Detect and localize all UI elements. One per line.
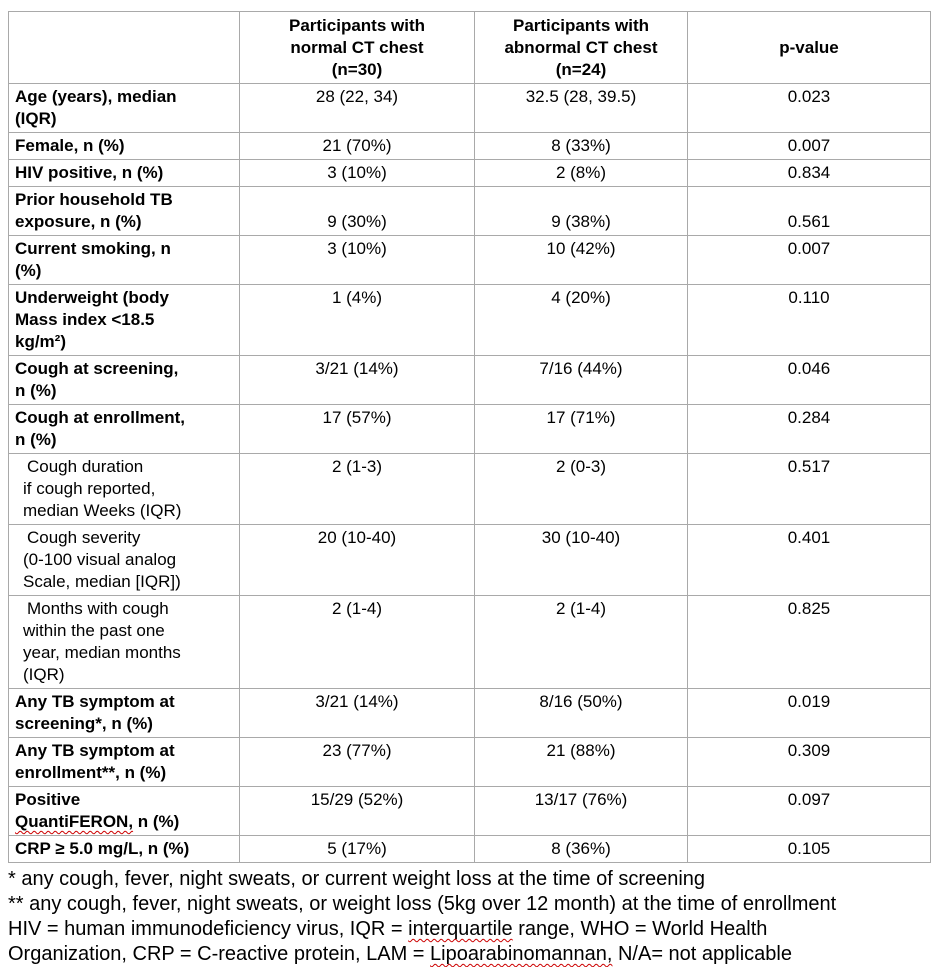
text-segment: Positive [15, 790, 81, 809]
table-row-cough-severity: Cough severity (0-100 visual analog Scal… [8, 524, 931, 596]
spellcheck-flagged-text: interquartile [408, 918, 513, 940]
p-value-cell: 0.110 [687, 284, 931, 356]
footnote-abbreviations: HIV = human immunodeficiency virus, IQR … [8, 917, 943, 967]
value-abnormal-ct: 8 (36%) [474, 835, 688, 863]
value-abnormal-ct: 10 (42%) [474, 235, 688, 285]
footnote-screening: * any cough, fever, night sweats, or cur… [8, 868, 706, 890]
value-normal-ct: 1 (4%) [239, 284, 475, 356]
p-value-cell: 0.401 [687, 524, 931, 596]
row-label: Cough duration if cough reported, median… [8, 453, 240, 525]
value-normal-ct: 2 (1-3) [239, 453, 475, 525]
table-row-current-smoking: Current smoking, n (%) 3 (10%) 10 (42%) … [8, 235, 931, 285]
table-row-prior-tb-exposure: Prior household TB exposure, n (%) 9 (30… [8, 186, 931, 236]
value-normal-ct: 3/21 (14%) [239, 355, 475, 405]
p-value-cell: 0.007 [687, 132, 931, 160]
value-abnormal-ct: 9 (38%) [474, 186, 688, 236]
value-normal-ct: 17 (57%) [239, 404, 475, 454]
value-normal-ct: 20 (10-40) [239, 524, 475, 596]
table-row-underweight: Underweight (body Mass index <18.5 kg/m²… [8, 284, 931, 356]
text-segment: HIV = human immunodeficiency virus, IQR … [8, 918, 409, 940]
table-row-tb-symptom-enrollment: Any TB symptom at enrollment**, n (%) 23… [8, 737, 931, 787]
row-label: CRP ≥ 5.0 mg/L, n (%) [8, 835, 240, 863]
value-normal-ct: 23 (77%) [239, 737, 475, 787]
row-label: Cough severity (0-100 visual analog Scal… [8, 524, 240, 596]
row-label: Cough at enrollment, n (%) [8, 404, 240, 454]
row-label: Positive QuantiFERON, n (%) [8, 786, 240, 836]
table-row-hiv-positive: HIV positive, n (%) 3 (10%) 2 (8%) 0.834 [8, 159, 931, 187]
row-label: Age (years), median (IQR) [8, 83, 240, 133]
row-label: Any TB symptom at enrollment**, n (%) [8, 737, 240, 787]
p-value-cell: 0.023 [687, 83, 931, 133]
table-row-cough-enrollment: Cough at enrollment, n (%) 17 (57%) 17 (… [8, 404, 931, 454]
value-normal-ct: 15/29 (52%) [239, 786, 475, 836]
value-normal-ct: 5 (17%) [239, 835, 475, 863]
spellcheck-flagged-text: QuantiFERON, [15, 812, 134, 831]
value-abnormal-ct: 21 (88%) [474, 737, 688, 787]
table-row-cough-duration: Cough duration if cough reported, median… [8, 453, 931, 525]
header-p-value: p-value [687, 11, 931, 84]
value-abnormal-ct: 13/17 (76%) [474, 786, 688, 836]
spellcheck-flagged-text: Lipoarabinomannan, [430, 943, 613, 965]
value-abnormal-ct: 2 (8%) [474, 159, 688, 187]
value-abnormal-ct: 2 (0-3) [474, 453, 688, 525]
p-value-cell: 0.309 [687, 737, 931, 787]
value-abnormal-ct: 4 (20%) [474, 284, 688, 356]
table-row-female: Female, n (%) 21 (70%) 8 (33%) 0.007 [8, 132, 931, 160]
table-row-quantiferon: Positive QuantiFERON, n (%) 15/29 (52%) … [8, 786, 931, 836]
value-abnormal-ct: 2 (1-4) [474, 595, 688, 689]
value-abnormal-ct: 8/16 (50%) [474, 688, 688, 738]
row-label: HIV positive, n (%) [8, 159, 240, 187]
row-label: Prior household TB exposure, n (%) [8, 186, 240, 236]
footnotes: * any cough, fever, night sweats, or cur… [8, 867, 943, 967]
value-normal-ct: 21 (70%) [239, 132, 475, 160]
row-label: Cough at screening, n (%) [8, 355, 240, 405]
p-value-cell: 0.825 [687, 595, 931, 689]
footnote-enrollment: ** any cough, fever, night sweats, or we… [8, 893, 837, 915]
participant-characteristics-table: Participants with normal CT chest (n=30)… [8, 11, 931, 863]
value-normal-ct: 3 (10%) [239, 159, 475, 187]
value-normal-ct: 9 (30%) [239, 186, 475, 236]
row-label: Current smoking, n (%) [8, 235, 240, 285]
p-value-cell: 0.105 [687, 835, 931, 863]
p-value-cell: 0.834 [687, 159, 931, 187]
text-segment: N/A= not applicable [612, 943, 792, 965]
value-abnormal-ct: 7/16 (44%) [474, 355, 688, 405]
header-row: Participants with normal CT chest (n=30)… [8, 11, 931, 84]
value-abnormal-ct: 8 (33%) [474, 132, 688, 160]
row-label: Underweight (body Mass index <18.5 kg/m²… [8, 284, 240, 356]
p-value-cell: 0.019 [687, 688, 931, 738]
table-row-age: Age (years), median (IQR) 28 (22, 34) 32… [8, 83, 931, 133]
p-value-cell: 0.007 [687, 235, 931, 285]
row-label: Female, n (%) [8, 132, 240, 160]
p-value-cell: 0.284 [687, 404, 931, 454]
text-segment: n (%) [133, 812, 180, 831]
value-abnormal-ct: 17 (71%) [474, 404, 688, 454]
row-label: Months with cough within the past one ye… [8, 595, 240, 689]
value-abnormal-ct: 32.5 (28, 39.5) [474, 83, 688, 133]
value-normal-ct: 3/21 (14%) [239, 688, 475, 738]
table-row-months-with-cough: Months with cough within the past one ye… [8, 595, 931, 689]
table-row-cough-screening: Cough at screening, n (%) 3/21 (14%) 7/1… [8, 355, 931, 405]
p-value-cell: 0.517 [687, 453, 931, 525]
table-row-crp: CRP ≥ 5.0 mg/L, n (%) 5 (17%) 8 (36%) 0.… [8, 835, 931, 863]
header-normal-ct: Participants with normal CT chest (n=30) [239, 11, 475, 84]
table-row-tb-symptom-screening: Any TB symptom at screening*, n (%) 3/21… [8, 688, 931, 738]
header-corner-cell [8, 11, 240, 84]
p-value-cell: 0.046 [687, 355, 931, 405]
row-label: Any TB symptom at screening*, n (%) [8, 688, 240, 738]
value-normal-ct: 2 (1-4) [239, 595, 475, 689]
p-value-cell: 0.097 [687, 786, 931, 836]
value-abnormal-ct: 30 (10-40) [474, 524, 688, 596]
value-normal-ct: 28 (22, 34) [239, 83, 475, 133]
value-normal-ct: 3 (10%) [239, 235, 475, 285]
p-value-cell: 0.561 [687, 186, 931, 236]
header-abnormal-ct: Participants with abnormal CT chest (n=2… [474, 11, 688, 84]
